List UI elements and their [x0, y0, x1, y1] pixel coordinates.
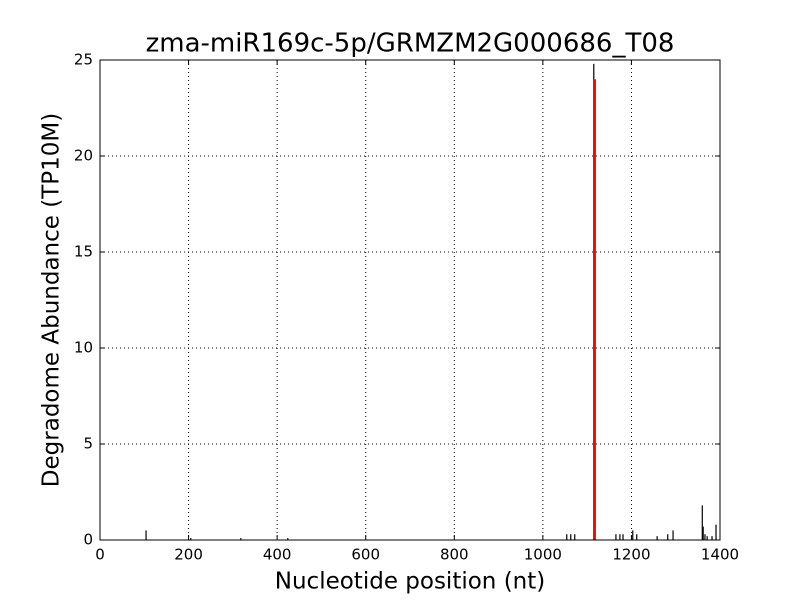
x-tick-label: 400	[263, 546, 292, 564]
x-tick-label: 200	[174, 546, 203, 564]
x-tick-label: 800	[440, 546, 469, 564]
x-tick-label: 1200	[612, 546, 650, 564]
y-tick-label: 25	[74, 51, 93, 69]
x-tick-label: 600	[351, 546, 380, 564]
y-tick-label: 0	[83, 531, 93, 549]
y-tick-label: 5	[83, 435, 93, 453]
x-tick-label: 1000	[524, 546, 562, 564]
x-axis-label: Nucleotide position (nt)	[275, 569, 545, 595]
chart-title: zma-miR169c-5p/GRMZM2G000686_T08	[146, 29, 675, 59]
plot-frame	[99, 59, 721, 541]
y-tick-label: 20	[74, 147, 93, 165]
y-tick-label: 15	[74, 243, 93, 261]
y-tick-label: 10	[74, 339, 93, 357]
y-axis-label: Degradome Abundance (TP10M)	[39, 113, 65, 487]
x-tick-label: 1400	[701, 546, 739, 564]
x-tick-label: 0	[95, 546, 105, 564]
